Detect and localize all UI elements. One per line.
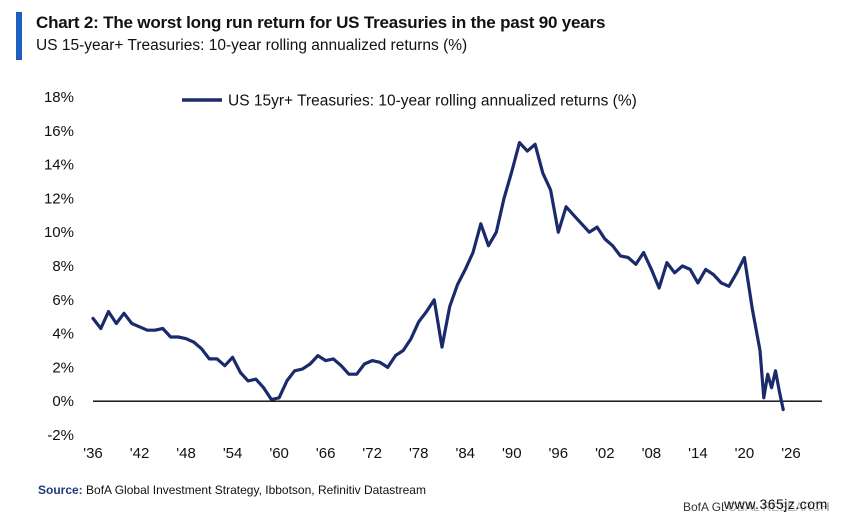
- watermark: www.365jz.com: [724, 496, 828, 512]
- x-tick-label: '90: [502, 445, 522, 462]
- x-axis-labels: '36 '42 '48 '54 '60 '66 '72 '78 '84 '90 '96 '02 '08 '…: [83, 445, 801, 462]
- x-tick-label: '60: [269, 445, 289, 462]
- x-tick-label: '66: [316, 445, 336, 462]
- x-tick-label: '84: [455, 445, 475, 462]
- y-tick-label: 8%: [52, 258, 74, 275]
- source-label: Source:: [38, 483, 83, 497]
- y-tick-label: 18%: [44, 89, 74, 106]
- series-line: [91, 141, 785, 412]
- y-tick-label: 0%: [52, 393, 74, 410]
- x-tick-label: '54: [223, 445, 243, 462]
- source-text: BofA Global Investment Strategy, Ibbotso…: [86, 483, 426, 497]
- y-tick-label: 12%: [44, 190, 74, 207]
- x-tick-label: '42: [130, 445, 150, 462]
- x-tick-label: '72: [362, 445, 382, 462]
- title-accent-bar: [16, 12, 22, 60]
- y-tick-label: 2%: [52, 359, 74, 376]
- y-tick-label: 16%: [44, 123, 74, 140]
- y-tick-label: 10%: [44, 224, 74, 241]
- chart-title: Chart 2: The worst long run return for U…: [36, 13, 606, 32]
- y-tick-label: 4%: [52, 326, 74, 343]
- y-tick-label: -2%: [47, 427, 74, 444]
- y-tick-label: 14%: [44, 157, 74, 174]
- x-tick-label: '08: [642, 445, 662, 462]
- x-tick-label: '78: [409, 445, 429, 462]
- x-tick-label: '20: [735, 445, 755, 462]
- y-tick-label: 6%: [52, 292, 74, 309]
- legend: US 15yr+ Treasuries: 10-year rolling ann…: [182, 93, 637, 110]
- x-tick-label: '14: [688, 445, 708, 462]
- y-axis-labels: -2% 0% 2% 4% 6% 8% 10% 12% 14% 16% 18%: [44, 89, 74, 444]
- x-tick-label: '96: [549, 445, 569, 462]
- legend-label: US 15yr+ Treasuries: 10-year rolling ann…: [228, 93, 637, 110]
- x-tick-label: '26: [781, 445, 801, 462]
- source-note: Source: BofA Global Investment Strategy,…: [38, 483, 426, 497]
- x-tick-label: '02: [595, 445, 615, 462]
- line-chart: -2% 0% 2% 4% 6% 8% 10% 12% 14% 16% 18% '36 '42 '48 '5…: [44, 89, 822, 462]
- x-tick-label: '48: [176, 445, 196, 462]
- chart-subtitle: US 15-year+ Treasuries: 10-year rolling …: [36, 37, 468, 54]
- x-tick-label: '36: [83, 445, 103, 462]
